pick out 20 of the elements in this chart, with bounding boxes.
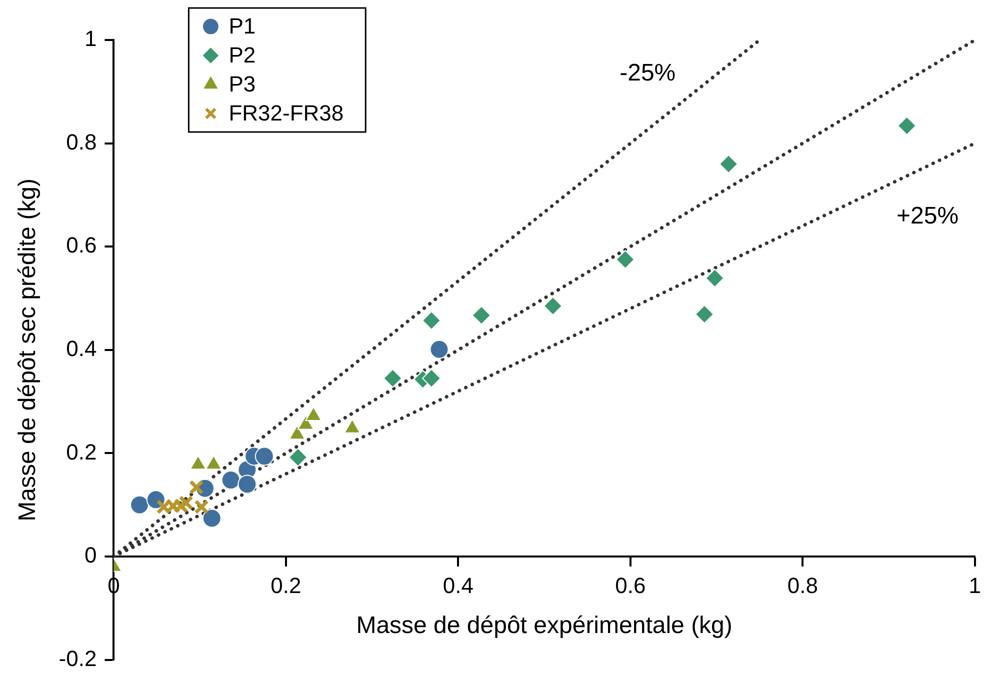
y-tick-label: 1	[84, 26, 97, 52]
y-axis-title: Masse de dépôt sec prédite (kg)	[14, 178, 42, 522]
annotation: -25%	[620, 60, 676, 87]
legend-label: P3	[228, 72, 256, 97]
x-axis-title: Masse de dépôt expérimentale (kg)	[356, 612, 732, 639]
x-tick-label: 0.4	[442, 572, 474, 598]
legend-label: P1	[228, 14, 256, 39]
x-tick-label: 0.2	[270, 572, 302, 598]
y-tick-label: -0.2	[58, 646, 97, 671]
y-tick-label: 0.4	[66, 336, 97, 361]
y-tick-label: 0.8	[66, 129, 97, 154]
x-tick-label: 0.8	[787, 572, 818, 598]
annotation: +25%	[896, 202, 959, 230]
legend-label: FR32-FR38	[228, 100, 344, 126]
y-tick-label: 0	[84, 542, 97, 568]
y-tick-label: 0.2	[66, 439, 97, 464]
legend-label: P2	[228, 42, 256, 68]
x-tick-label: 0.6	[615, 572, 646, 598]
x-tick-label: 1	[968, 572, 982, 598]
y-tick-label: 0.6	[66, 232, 97, 258]
